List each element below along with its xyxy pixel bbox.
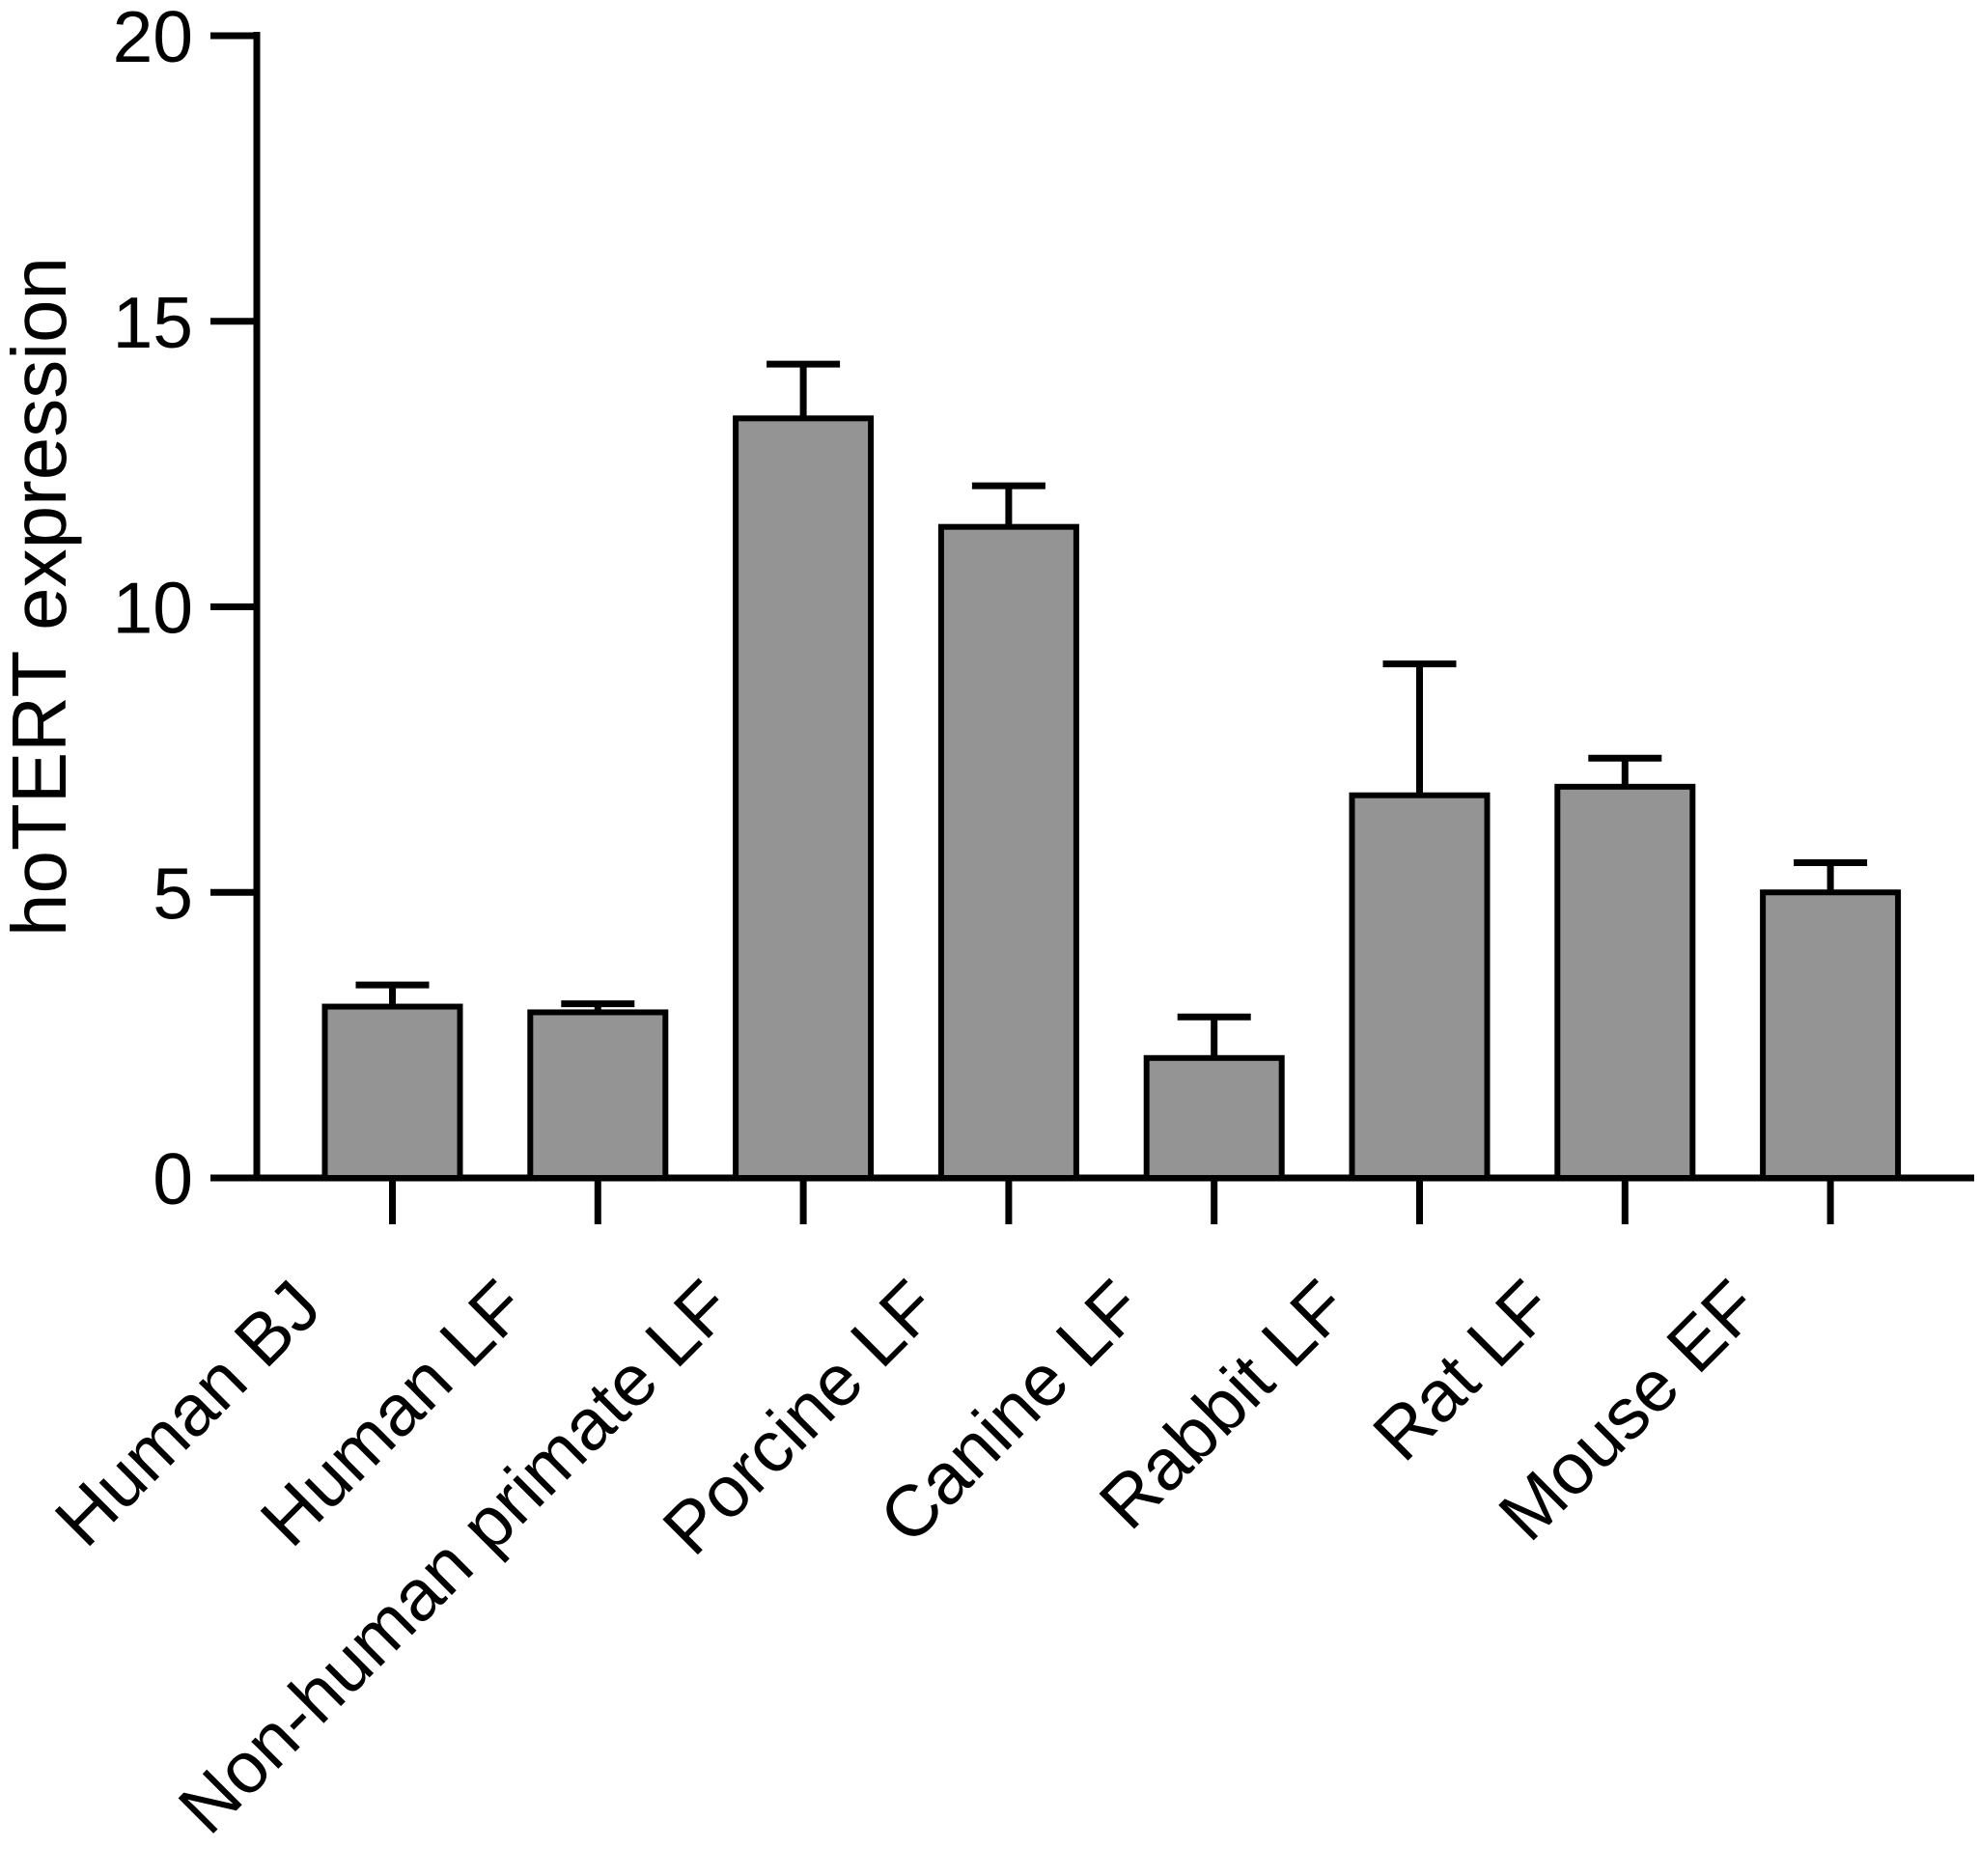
bar <box>1143 1054 1285 1182</box>
bar <box>733 415 875 1181</box>
y-axis-title: hoTERT expression <box>0 257 82 937</box>
y-tick-label: 15 <box>113 282 193 363</box>
bar <box>1760 889 1902 1181</box>
y-tick-label: 10 <box>113 568 193 649</box>
bar <box>937 523 1079 1181</box>
y-tick-label: 5 <box>153 853 193 934</box>
y-tick-label: 0 <box>153 1138 193 1219</box>
y-tick-label: 20 <box>113 0 193 77</box>
bar <box>527 1009 669 1181</box>
bar <box>1554 783 1696 1181</box>
bar <box>321 1003 463 1182</box>
bar <box>1349 792 1491 1181</box>
